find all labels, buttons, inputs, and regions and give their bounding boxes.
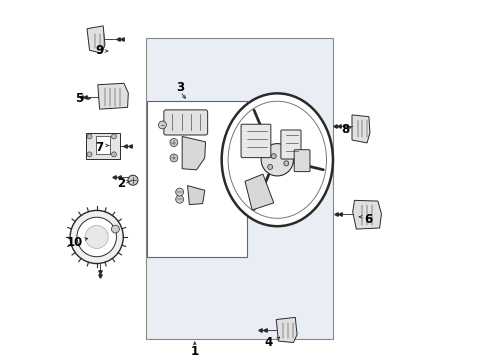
Bar xyxy=(96,136,110,154)
Circle shape xyxy=(176,188,184,196)
Text: 2: 2 xyxy=(117,177,125,190)
Polygon shape xyxy=(188,186,205,204)
Text: 4: 4 xyxy=(264,336,272,350)
Polygon shape xyxy=(353,201,381,229)
Circle shape xyxy=(261,144,294,176)
Bar xyxy=(86,133,121,159)
Bar xyxy=(147,100,247,257)
Circle shape xyxy=(111,225,120,233)
Circle shape xyxy=(271,154,276,159)
FancyBboxPatch shape xyxy=(241,124,271,158)
Text: 7: 7 xyxy=(96,141,104,154)
Circle shape xyxy=(176,195,184,203)
Polygon shape xyxy=(276,318,297,342)
Circle shape xyxy=(85,225,108,248)
Polygon shape xyxy=(245,174,274,210)
Text: 10: 10 xyxy=(66,236,83,249)
Circle shape xyxy=(268,165,272,170)
Polygon shape xyxy=(98,83,128,109)
Ellipse shape xyxy=(221,93,333,226)
Circle shape xyxy=(284,161,289,166)
Circle shape xyxy=(111,152,117,157)
FancyBboxPatch shape xyxy=(281,130,301,159)
FancyBboxPatch shape xyxy=(294,150,310,172)
Circle shape xyxy=(170,139,178,147)
Polygon shape xyxy=(352,115,370,143)
Circle shape xyxy=(158,121,167,129)
Text: 9: 9 xyxy=(96,44,104,57)
Text: 1: 1 xyxy=(191,345,199,358)
Circle shape xyxy=(111,134,117,139)
Circle shape xyxy=(170,154,178,162)
Circle shape xyxy=(87,152,92,157)
Circle shape xyxy=(87,134,92,139)
Circle shape xyxy=(77,217,117,257)
Polygon shape xyxy=(182,136,205,170)
FancyBboxPatch shape xyxy=(164,110,208,135)
Text: 5: 5 xyxy=(75,92,83,105)
Circle shape xyxy=(128,175,138,185)
Polygon shape xyxy=(87,26,105,53)
Circle shape xyxy=(70,210,123,264)
Text: 6: 6 xyxy=(365,212,373,225)
Bar xyxy=(146,38,333,339)
Text: 3: 3 xyxy=(176,81,184,94)
Text: 8: 8 xyxy=(342,123,350,136)
